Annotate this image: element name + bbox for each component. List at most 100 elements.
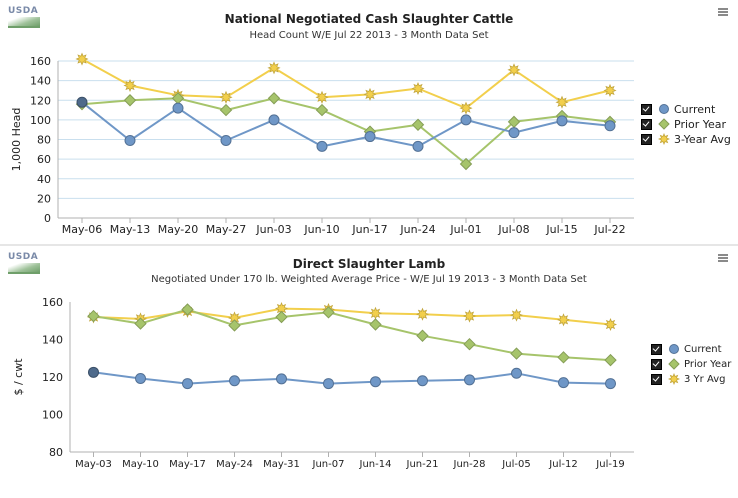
usda-logo: USDA xyxy=(8,252,42,274)
data-point-current[interactable] xyxy=(417,375,428,387)
data-point-prior-year[interactable] xyxy=(416,329,429,342)
x-tick-label: Jun-24 xyxy=(399,223,435,236)
data-point-current[interactable] xyxy=(604,120,616,132)
data-point-3-year-avg[interactable] xyxy=(507,63,521,77)
legend-marker[interactable] xyxy=(668,358,680,370)
data-point-current[interactable] xyxy=(556,115,568,127)
data-point-current[interactable] xyxy=(511,367,522,379)
data-point-current[interactable] xyxy=(605,378,616,390)
legend-item[interactable]: 3 Yr Avg xyxy=(651,372,731,386)
data-point-3-year-avg[interactable] xyxy=(75,52,89,66)
data-point-current[interactable] xyxy=(135,373,146,384)
legend-item[interactable]: 3-Year Avg xyxy=(641,132,731,146)
data-point-3-yr-avg[interactable] xyxy=(368,306,383,320)
legend-label: 3 Yr Avg xyxy=(684,373,726,385)
data-point-3-year-avg[interactable] xyxy=(123,78,137,93)
data-point-current[interactable] xyxy=(464,374,475,386)
panel-divider xyxy=(0,244,738,246)
data-point-prior-year[interactable] xyxy=(322,306,335,319)
data-point-current[interactable] xyxy=(182,378,193,390)
data-point-current[interactable] xyxy=(316,140,328,152)
legend-checkbox[interactable] xyxy=(651,343,662,355)
data-point-current[interactable] xyxy=(229,375,240,387)
data-point-prior-year[interactable] xyxy=(459,157,473,171)
data-point-prior-year[interactable] xyxy=(463,337,476,351)
data-point-current[interactable] xyxy=(558,377,569,389)
legend-item[interactable]: Current xyxy=(641,102,731,116)
data-point-current[interactable] xyxy=(370,376,381,388)
legend-marker[interactable] xyxy=(659,104,669,114)
series-line-current xyxy=(81,101,611,148)
data-point-current[interactable] xyxy=(412,140,424,152)
data-point-prior-year[interactable] xyxy=(275,310,288,324)
data-point-prior-year[interactable] xyxy=(267,92,281,105)
data-point-current[interactable] xyxy=(364,131,376,143)
data-point-current[interactable] xyxy=(124,134,136,146)
data-point-prior-year[interactable] xyxy=(134,317,147,330)
data-point-prior-year[interactable] xyxy=(411,118,425,131)
data-point-3-year-avg[interactable] xyxy=(555,95,569,109)
data-point-current[interactable] xyxy=(88,366,99,378)
menu-icon[interactable] xyxy=(718,8,728,18)
legend-checkbox[interactable] xyxy=(641,103,652,115)
data-point-current[interactable] xyxy=(508,127,520,139)
data-point-prior-year[interactable] xyxy=(315,103,329,117)
x-tick-label: Jun-28 xyxy=(453,459,486,470)
data-point-3-yr-avg[interactable] xyxy=(415,307,430,321)
legend-item[interactable]: Prior Year xyxy=(651,357,731,371)
data-point-prior-year[interactable] xyxy=(604,353,617,367)
data-point-3-yr-avg[interactable] xyxy=(509,308,524,322)
chart-legend: Current Prior Year 3-Year Avg xyxy=(641,102,731,147)
legend-item[interactable]: Current xyxy=(651,342,731,356)
x-tick-label: Jun-10 xyxy=(303,223,339,236)
chart-legend: Current Prior Year 3 Yr Avg xyxy=(651,342,731,387)
legend-marker[interactable] xyxy=(658,118,670,130)
data-point-3-yr-avg[interactable] xyxy=(556,313,571,327)
y-tick-label: 100 xyxy=(30,114,51,127)
series-line-3-year-avg xyxy=(81,58,611,110)
legend-checkbox[interactable] xyxy=(641,133,652,145)
legend-item[interactable]: Prior Year xyxy=(641,117,731,131)
data-point-3-year-avg[interactable] xyxy=(459,101,473,115)
data-point-current[interactable] xyxy=(76,96,88,108)
legend-checkbox[interactable] xyxy=(651,373,662,385)
legend-marker[interactable] xyxy=(668,373,680,385)
legend-label: Prior Year xyxy=(684,358,732,370)
x-tick-label: Jul-12 xyxy=(548,459,577,470)
data-point-prior-year[interactable] xyxy=(87,309,100,323)
data-point-current[interactable] xyxy=(276,373,287,385)
data-point-prior-year[interactable] xyxy=(557,351,570,364)
legend-marker[interactable] xyxy=(669,344,679,354)
data-point-prior-year[interactable] xyxy=(228,319,241,332)
x-tick-label: Jun-03 xyxy=(255,223,291,236)
data-point-prior-year[interactable] xyxy=(181,303,194,316)
legend-checkbox[interactable] xyxy=(641,118,652,130)
data-point-3-year-avg[interactable] xyxy=(267,61,281,75)
data-point-3-yr-avg[interactable] xyxy=(603,317,618,332)
usda-logo-swoosh xyxy=(8,17,40,28)
data-point-current[interactable] xyxy=(268,114,280,126)
menu-icon[interactable] xyxy=(718,254,728,264)
lamb-line-chart: 80 100 120 140 160 May-03 May-10 May-17 May-24 Ma… xyxy=(12,296,634,470)
data-point-prior-year[interactable] xyxy=(510,347,523,360)
data-point-current[interactable] xyxy=(220,134,232,146)
usda-logo-text: USDA xyxy=(8,252,39,262)
legend-marker[interactable] xyxy=(658,133,670,145)
usda-logo-swoosh xyxy=(8,263,40,274)
data-point-current[interactable] xyxy=(460,114,472,126)
diamond-marker-icon xyxy=(668,358,680,370)
data-point-3-year-avg[interactable] xyxy=(603,83,617,97)
data-point-3-year-avg[interactable] xyxy=(363,87,377,101)
data-point-prior-year[interactable] xyxy=(219,103,233,117)
series-line-current xyxy=(93,371,611,385)
circle-marker-icon xyxy=(669,344,679,354)
data-point-prior-year[interactable] xyxy=(123,94,137,107)
data-point-3-year-avg[interactable] xyxy=(315,90,329,104)
data-point-3-year-avg[interactable] xyxy=(219,90,233,104)
data-point-prior-year[interactable] xyxy=(369,318,382,331)
data-point-current[interactable] xyxy=(172,102,184,114)
data-point-3-yr-avg[interactable] xyxy=(462,309,477,323)
legend-checkbox[interactable] xyxy=(651,358,662,370)
data-point-current[interactable] xyxy=(323,378,334,390)
data-point-3-year-avg[interactable] xyxy=(411,81,425,95)
